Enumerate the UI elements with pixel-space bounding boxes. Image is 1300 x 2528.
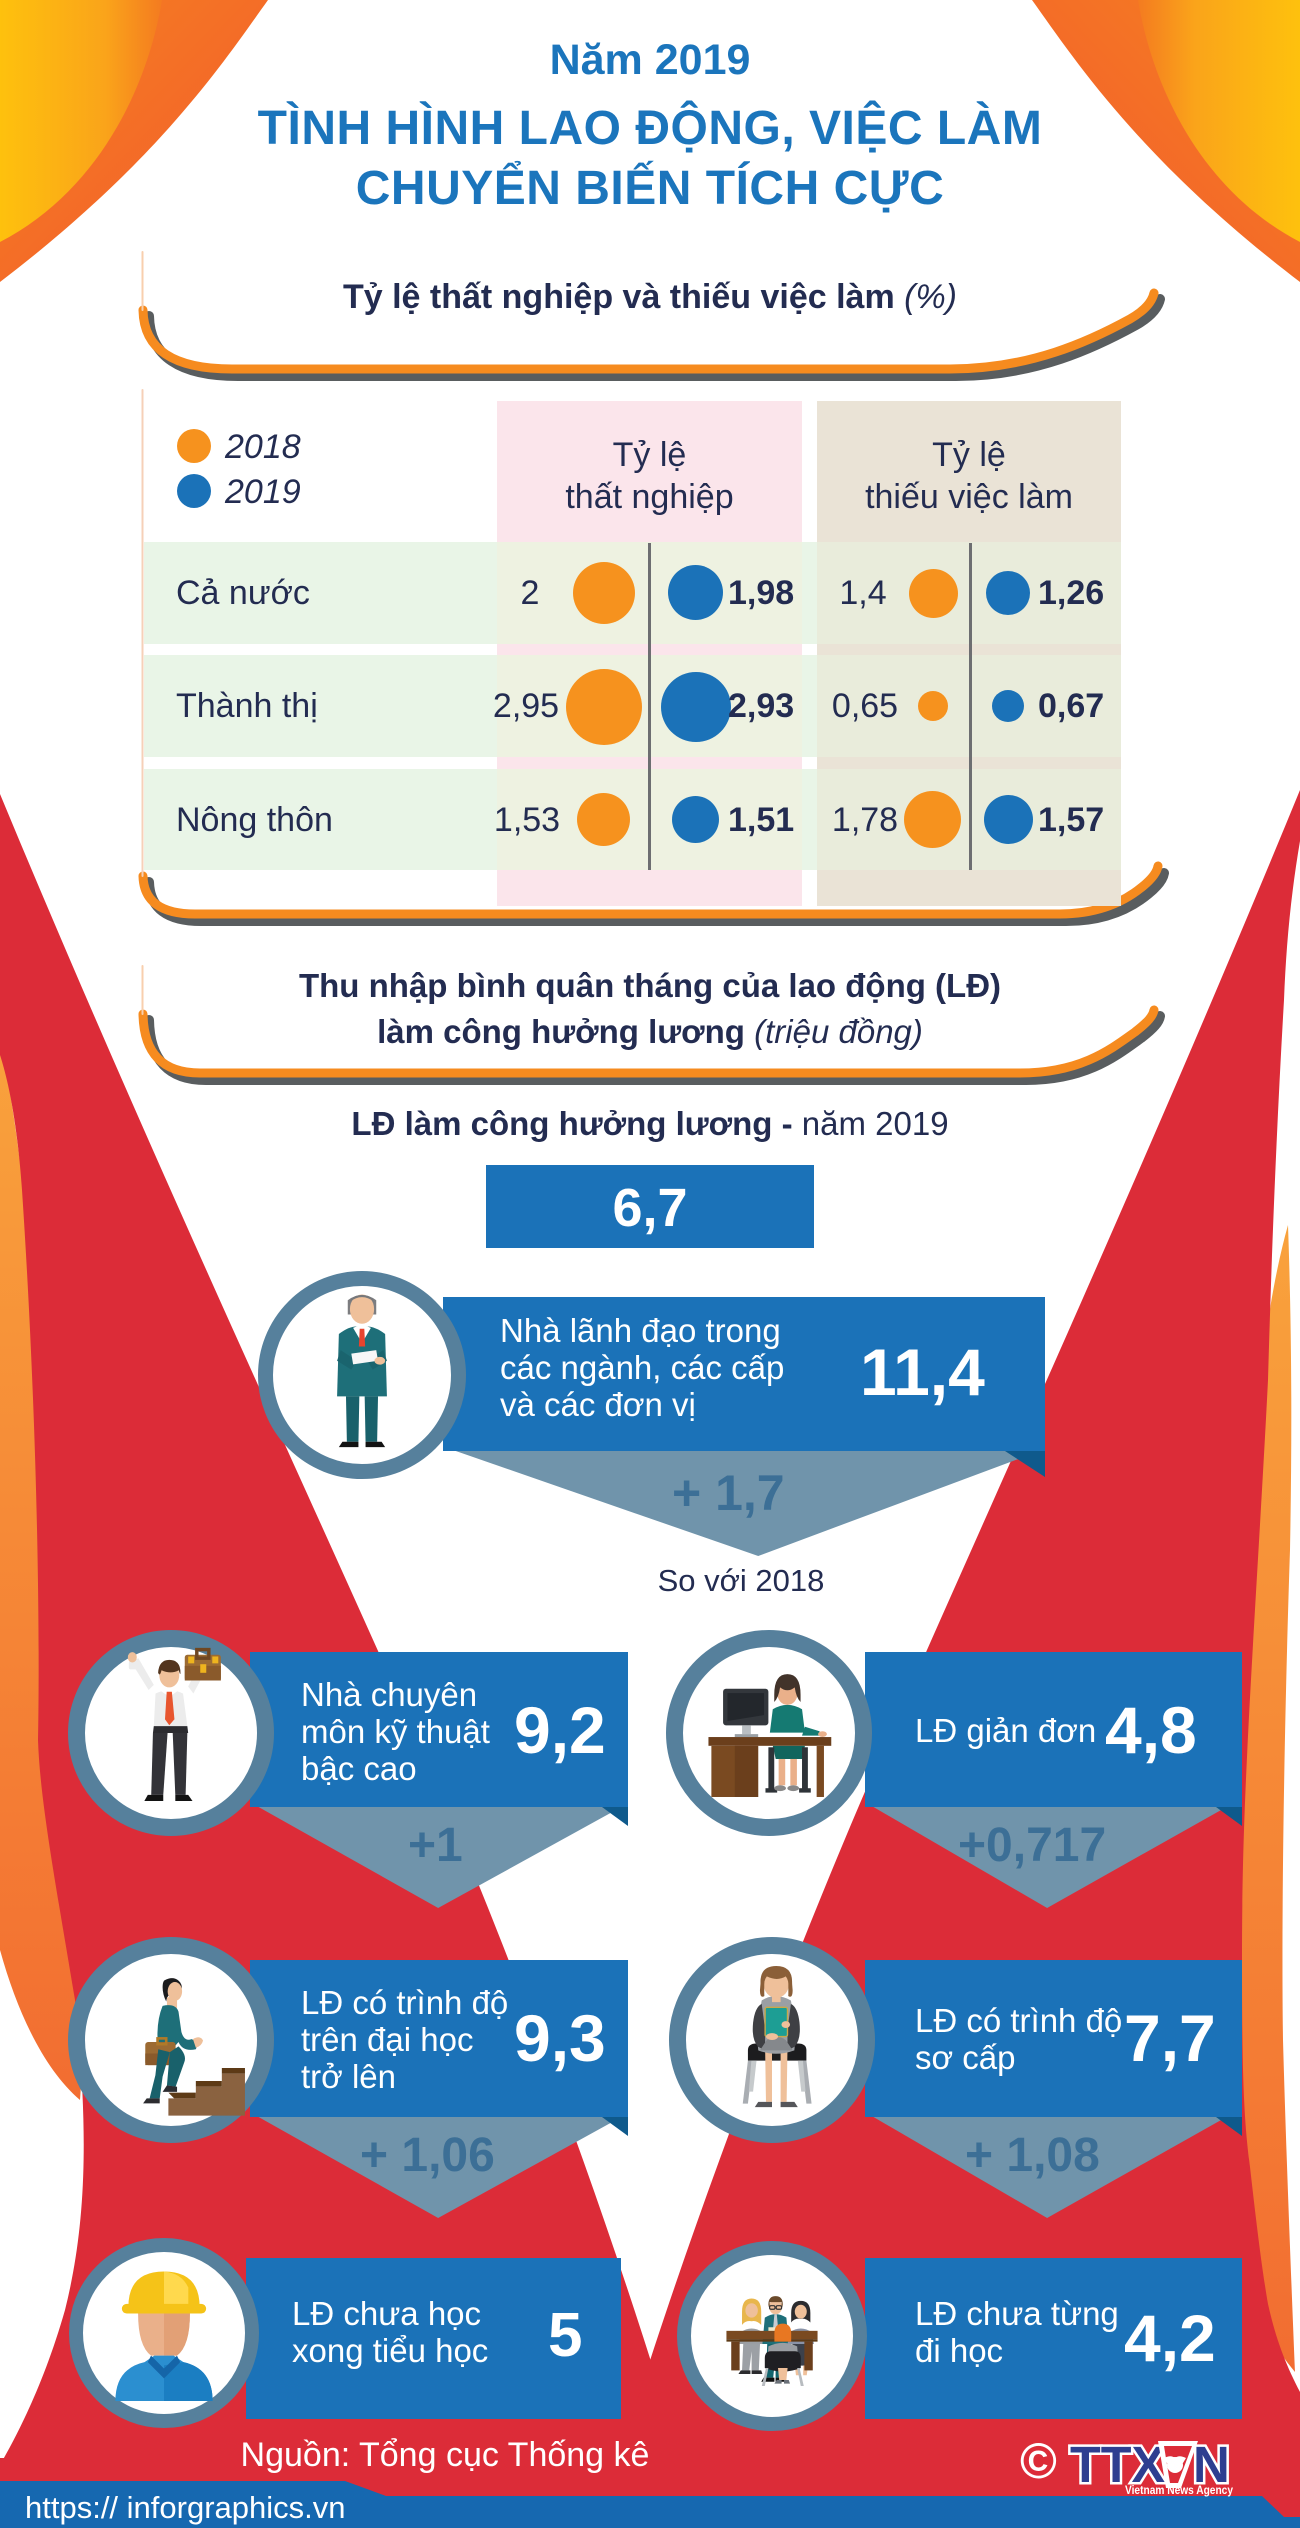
svg-text:TTX: TTX: [1070, 2436, 1165, 2493]
svg-text:N: N: [1193, 2436, 1230, 2493]
svg-text:©: ©: [1020, 2433, 1057, 2489]
svg-text:Vietnam News Agency: Vietnam News Agency: [1125, 2483, 1233, 2497]
